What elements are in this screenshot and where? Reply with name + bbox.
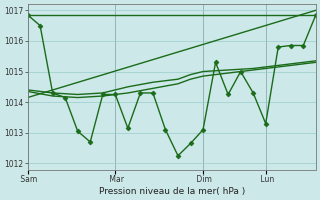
X-axis label: Pression niveau de la mer( hPa ): Pression niveau de la mer( hPa ) [99, 187, 245, 196]
